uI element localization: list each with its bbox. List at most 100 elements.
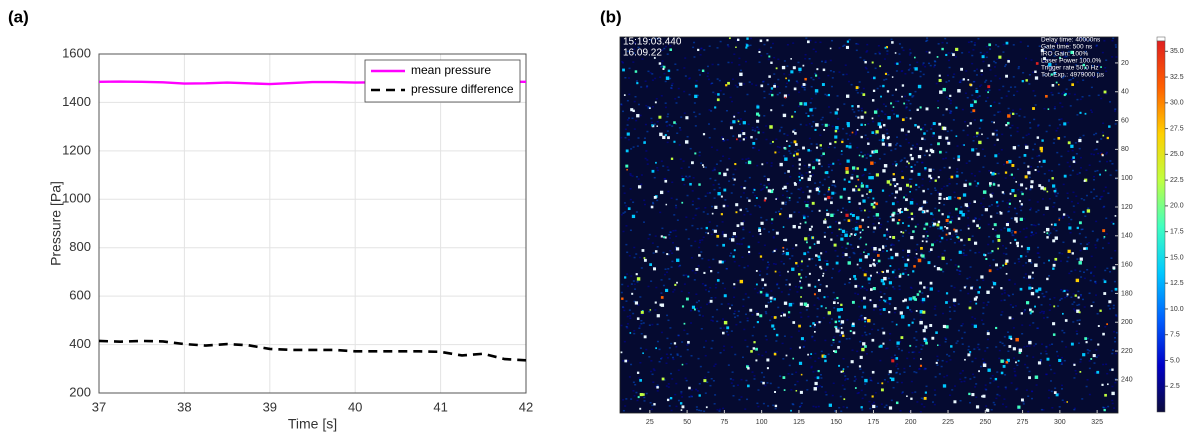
noise-speckle (818, 186, 821, 189)
noise-speckle (1016, 364, 1019, 366)
noise-speckle (780, 291, 783, 293)
bright-speckle (722, 243, 726, 247)
bright-speckle (651, 169, 655, 173)
bright-speckle (748, 250, 751, 254)
bright-speckle (896, 182, 899, 186)
noise-speckle (1103, 205, 1106, 208)
noise-speckle (761, 188, 764, 190)
noise-speckle (656, 120, 659, 123)
bright-speckle (1075, 278, 1080, 283)
bright-speckle (915, 252, 918, 255)
noise-speckle (914, 164, 917, 166)
bright-speckle (912, 270, 915, 273)
bright-speckle (851, 105, 854, 108)
noise-speckle (733, 312, 736, 315)
bright-speckle (662, 65, 666, 69)
bright-speckle (800, 337, 804, 341)
noise-speckle (1051, 343, 1054, 345)
noise-speckle (695, 207, 698, 210)
noise-speckle (949, 359, 952, 361)
bright-speckle (838, 221, 841, 225)
bright-speckle (649, 107, 651, 110)
noise-speckle (801, 259, 804, 262)
bright-speckle (829, 142, 832, 145)
bright-speckle (920, 246, 923, 250)
noise-speckle (862, 371, 865, 374)
bright-speckle (968, 392, 971, 396)
noise-speckle (846, 406, 849, 409)
bright-speckle (823, 220, 827, 224)
bright-speckle (858, 225, 862, 229)
bright-speckle (810, 353, 813, 355)
noise-speckle (1028, 199, 1031, 201)
bright-speckle (803, 302, 808, 306)
noise-speckle (894, 148, 897, 150)
noise-speckle (1085, 385, 1088, 388)
noise-speckle (624, 76, 627, 79)
noise-speckle (1029, 209, 1032, 211)
noise-speckle (810, 143, 813, 145)
bright-speckle (989, 194, 993, 198)
noise-speckle (833, 336, 836, 338)
noise-speckle (968, 202, 971, 205)
bright-speckle (855, 185, 858, 188)
noise-speckle (959, 79, 962, 82)
bright-speckle (899, 273, 902, 276)
noise-speckle (911, 144, 914, 147)
noise-speckle (628, 117, 631, 119)
noise-speckle (982, 323, 985, 325)
noise-speckle (971, 54, 974, 57)
bright-speckle (758, 114, 761, 117)
noise-speckle (760, 216, 763, 219)
noise-speckle (739, 140, 742, 142)
bright-speckle (844, 253, 848, 257)
noise-speckle (1025, 262, 1028, 264)
noise-speckle (824, 61, 827, 63)
noise-speckle (738, 57, 741, 60)
noise-speckle (690, 389, 693, 391)
bright-speckle (921, 211, 924, 214)
noise-speckle (829, 59, 832, 62)
bright-speckle (1057, 83, 1060, 86)
noise-speckle (1032, 224, 1035, 226)
noise-speckle (870, 257, 873, 259)
noise-speckle (937, 256, 940, 258)
noise-speckle (1111, 385, 1114, 388)
noise-speckle (962, 252, 965, 254)
noise-speckle (949, 112, 952, 114)
noise-speckle (1061, 340, 1064, 343)
noise-speckle (817, 405, 820, 408)
noise-speckle (1043, 49, 1046, 52)
noise-speckle (1001, 311, 1004, 313)
bright-speckle (1066, 401, 1068, 403)
noise-speckle (973, 136, 976, 138)
noise-speckle (1058, 406, 1061, 408)
noise-speckle (675, 345, 678, 348)
noise-speckle (697, 197, 700, 200)
noise-speckle (679, 129, 682, 131)
noise-speckle (622, 360, 625, 362)
noise-speckle (620, 103, 623, 105)
noise-speckle (1104, 269, 1107, 272)
bright-speckle (1052, 267, 1055, 270)
noise-speckle (933, 66, 936, 68)
bright-speckle (766, 39, 769, 42)
noise-speckle (936, 355, 939, 358)
bright-speckle (804, 221, 807, 224)
noise-speckle (704, 340, 707, 342)
bright-speckle (916, 108, 919, 111)
bright-speckle (1019, 200, 1022, 203)
bright-speckle (1072, 156, 1075, 159)
noise-speckle (1007, 221, 1010, 224)
bright-speckle (807, 283, 811, 287)
noise-speckle (1013, 357, 1016, 359)
noise-speckle (860, 345, 863, 348)
bright-speckle (1053, 190, 1057, 193)
noise-speckle (1043, 173, 1046, 175)
noise-speckle (949, 112, 952, 114)
noise-speckle (707, 290, 710, 293)
noise-speckle (997, 111, 1000, 113)
noise-speckle (801, 174, 804, 177)
bright-speckle (639, 379, 642, 382)
